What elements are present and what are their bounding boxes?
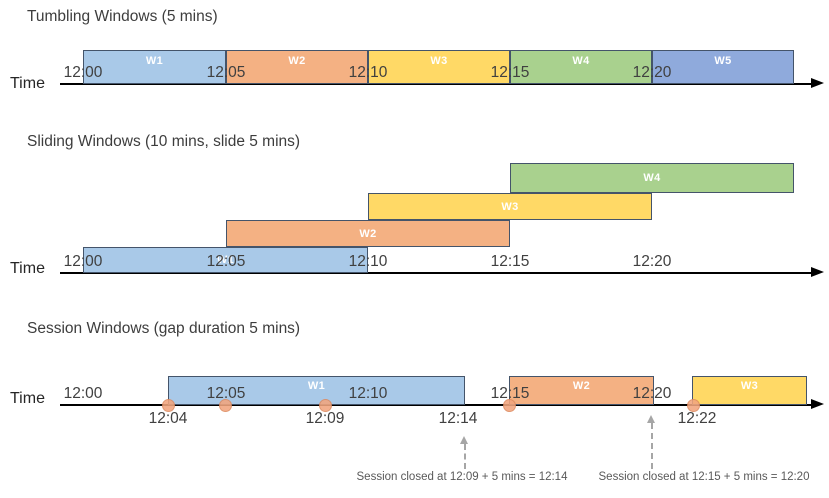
tumbling-axis-tick-label: 12:20 [632, 64, 672, 81]
session-axis-tick-label: 12:05 [206, 385, 246, 402]
tumbling-window-bar-w3: W3 [368, 50, 510, 84]
sliding-axis-tick-label: 12:20 [632, 253, 672, 270]
sliding-window-bar-w1: W1 [83, 247, 368, 273]
session-time-axis-label: Time [10, 390, 45, 407]
session-callout-text: Session closed at 12:15 + 5 mins = 12:20 [598, 471, 810, 483]
tumbling-axis-tick-label: 12:10 [348, 64, 388, 81]
session-axis-tick-label: 12:15 [490, 385, 530, 402]
tumbling-window-bar-w5: W5 [652, 50, 794, 84]
tumbling-time-axis-label: Time [10, 75, 45, 92]
session-event-time-label: 12:09 [305, 410, 345, 427]
session-window-label: W3 [740, 380, 759, 392]
session-event-dot [219, 399, 232, 412]
tumbling-axis-arrowhead-icon [811, 78, 824, 88]
session-title: Session Windows (gap duration 5 mins) [27, 320, 301, 337]
session-window-bar-w1: W1 [168, 376, 465, 405]
session-window-bar-w3: W3 [692, 376, 807, 405]
tumbling-window-label: W2 [288, 54, 306, 67]
session-event-time-label: 12:14 [438, 410, 478, 427]
tumbling-window-bar-w4: W4 [510, 50, 652, 84]
session-window-label: W2 [572, 380, 591, 392]
session-axis-tick-label: 12:00 [63, 385, 103, 402]
sliding-window-label: W3 [501, 200, 519, 213]
sliding-window-bar-w2: W2 [226, 220, 510, 247]
sliding-title: Sliding Windows (10 mins, slide 5 mins) [27, 133, 301, 150]
sliding-window-label: W2 [359, 227, 377, 240]
tumbling-axis-tick-label: 12:15 [490, 64, 530, 81]
session-event-time-label: 12:22 [677, 410, 717, 427]
sliding-time-axis-label: Time [10, 260, 45, 277]
sliding-axis-arrowhead-icon [811, 267, 824, 277]
sliding-axis-tick-label: 12:10 [348, 253, 388, 270]
tumbling-title: Tumbling Windows (5 mins) [27, 8, 218, 25]
session-callout-dashed-line [651, 423, 653, 469]
tumbling-axis-tick-label: 12:05 [206, 64, 246, 81]
session-time-axis [60, 404, 812, 406]
session-axis-arrowhead-icon [811, 399, 824, 409]
sliding-window-bar-w3: W3 [368, 193, 652, 220]
session-callout-text: Session closed at 12:09 + 5 mins = 12:14 [356, 471, 568, 483]
sliding-axis-tick-label: 12:00 [63, 253, 103, 270]
session-callout-dashed-line [464, 444, 466, 469]
session-event-dot [503, 399, 516, 412]
sliding-window-bar-w4: W4 [510, 163, 794, 193]
tumbling-axis-tick-label: 12:00 [63, 64, 103, 81]
tumbling-window-label: W1 [145, 54, 164, 67]
tumbling-window-label: W3 [430, 54, 448, 67]
session-event-dot [162, 399, 175, 412]
session-window-label: W1 [307, 380, 326, 392]
session-event-time-label: 12:04 [148, 410, 188, 427]
sliding-window-label: W1 [216, 254, 235, 266]
sliding-axis-tick-label: 12:05 [206, 253, 246, 270]
sliding-window-label: W4 [643, 172, 661, 184]
sliding-axis-tick-label: 12:15 [490, 253, 530, 270]
tumbling-time-axis [60, 83, 812, 85]
session-callout-arrowhead-icon [460, 436, 468, 444]
session-event-dot [319, 399, 332, 412]
tumbling-window-label: W5 [714, 54, 732, 67]
session-event-dot [687, 399, 700, 412]
tumbling-window-bar-w2: W2 [226, 50, 368, 84]
session-axis-tick-label: 12:20 [632, 385, 672, 402]
tumbling-window-bar-w1: W1 [83, 50, 226, 84]
session-callout-arrowhead-icon [647, 415, 655, 423]
sliding-time-axis [60, 272, 812, 274]
tumbling-window-label: W4 [572, 54, 590, 67]
session-axis-tick-label: 12:10 [348, 385, 388, 402]
session-window-bar-w2: W2 [509, 376, 654, 405]
